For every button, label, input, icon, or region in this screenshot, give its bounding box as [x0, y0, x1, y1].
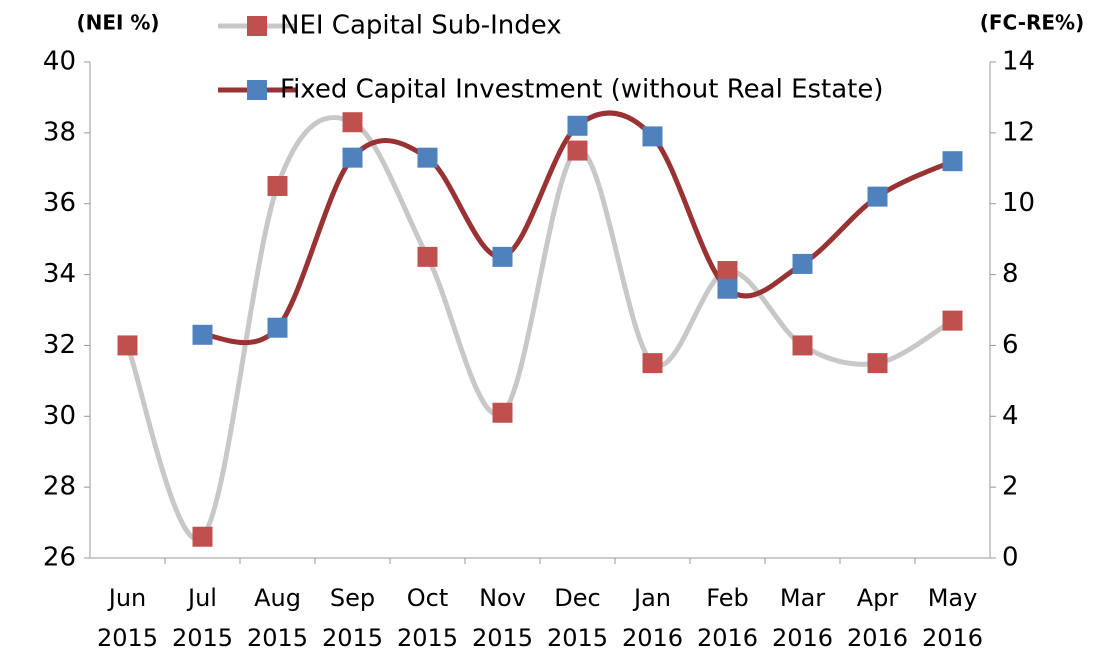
x-tick-label: Apr 2016 [846, 584, 909, 652]
x-tick-label: Oct 2015 [396, 584, 459, 652]
x-tick-label: Sep 2015 [321, 584, 384, 652]
x-tick-label: Jun 2015 [96, 584, 159, 652]
y2-tick-label: 12 [1002, 117, 1035, 147]
x-tick-label: Jul 2015 [171, 584, 234, 652]
marker [717, 261, 738, 282]
y-tick-label: 30 [43, 401, 76, 431]
y-tick-label: 38 [43, 117, 76, 147]
x-tick-label: Nov 2015 [471, 584, 534, 652]
marker [417, 246, 438, 267]
y2-tick-label: 10 [1002, 188, 1035, 218]
y2-tick-label: 2 [1002, 472, 1019, 502]
y2-axis-label: (FC-RE%) [980, 11, 1084, 35]
y-tick-label: 34 [43, 259, 76, 289]
marker [267, 317, 288, 338]
marker [492, 246, 513, 267]
y-tick-label: 40 [43, 47, 76, 77]
x-tick-label: Mar 2016 [771, 584, 834, 652]
marker [567, 115, 588, 136]
legend-marker [247, 16, 267, 36]
marker [792, 335, 813, 356]
marker [792, 253, 813, 274]
legend-marker [247, 80, 267, 100]
y-tick-label: 26 [43, 543, 76, 573]
marker [717, 278, 738, 299]
x-tick-label: Dec 2015 [546, 584, 609, 652]
y-tick-label: 36 [43, 188, 76, 218]
y-axis-label: (NEI %) [76, 11, 159, 35]
x-tick-label: Feb 2016 [696, 584, 759, 652]
marker [267, 176, 288, 196]
series-line [125, 115, 954, 542]
marker [342, 112, 363, 133]
marker [642, 353, 663, 374]
y-tick-label: 32 [43, 330, 76, 360]
y2-tick-label: 4 [1002, 401, 1019, 431]
marker [117, 335, 138, 356]
marker [942, 151, 963, 172]
y2-tick-label: 8 [1002, 259, 1019, 289]
marker [417, 147, 438, 168]
y-tick-label: 28 [43, 472, 76, 502]
marker [642, 126, 663, 147]
marker [867, 186, 888, 207]
x-tick-label: Aug 2015 [246, 584, 309, 652]
x-tick-label: May 2016 [921, 584, 984, 652]
legend-label: Fixed Capital Investment (without Real E… [280, 75, 884, 105]
y2-tick-label: 6 [1002, 330, 1019, 360]
y2-tick-label: 0 [1002, 543, 1019, 573]
marker [942, 310, 963, 331]
marker [342, 147, 363, 168]
marker [192, 324, 213, 345]
y2-tick-label: 14 [1002, 47, 1035, 77]
marker [492, 402, 513, 423]
x-tick-label: Jan 2016 [621, 584, 684, 652]
marker [567, 140, 588, 161]
marker [192, 526, 213, 547]
marker [867, 353, 888, 374]
legend-label: NEI Capital Sub-Index [280, 11, 562, 41]
